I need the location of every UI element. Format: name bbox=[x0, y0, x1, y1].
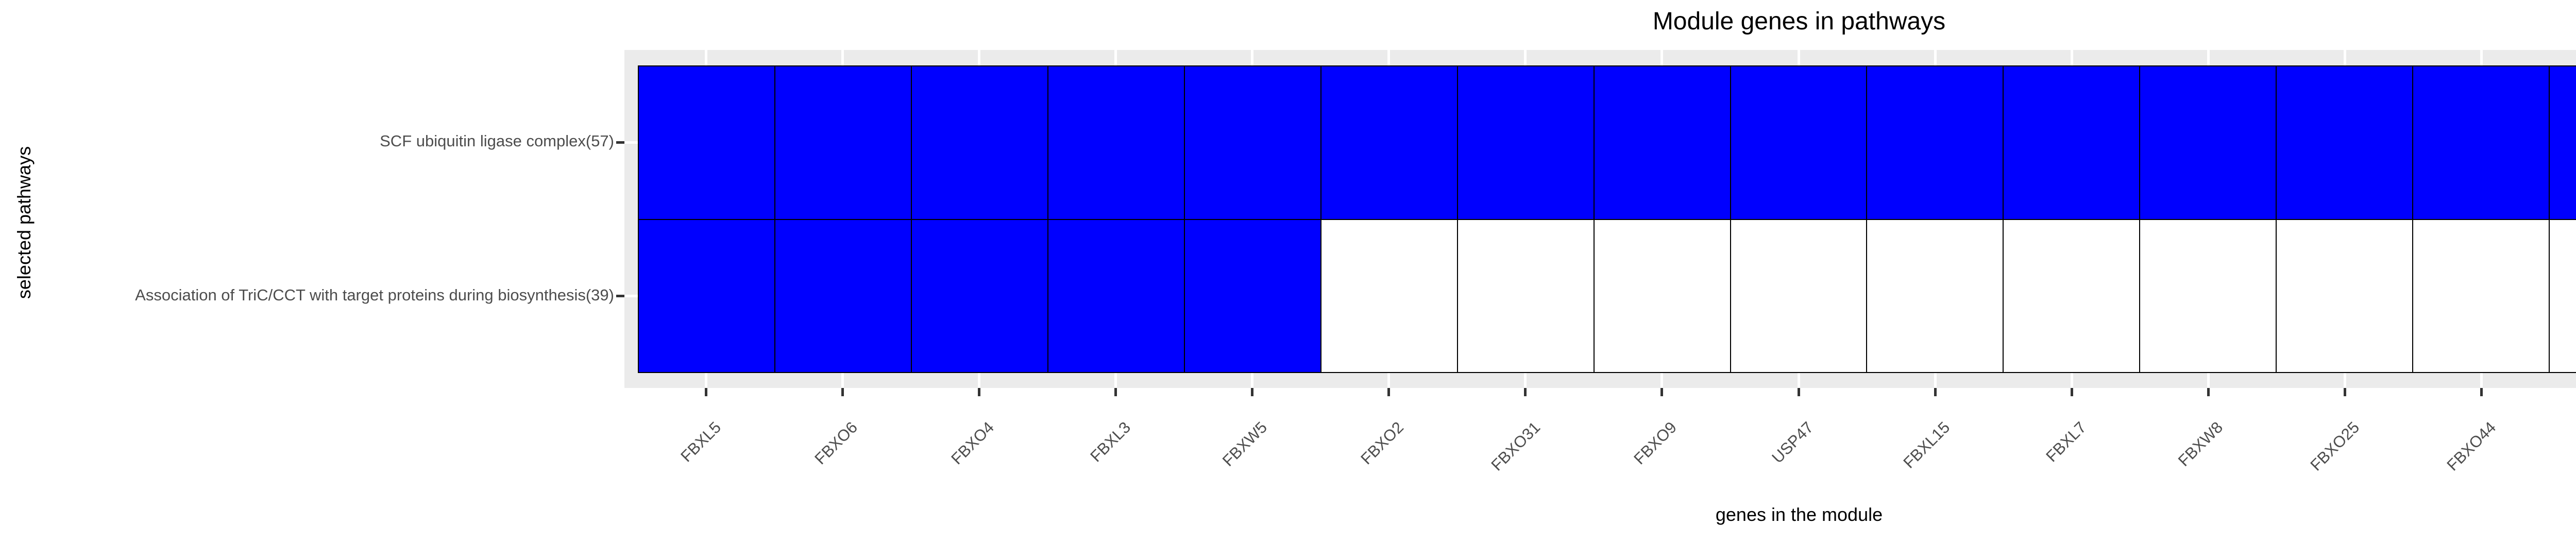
x-axis-tick bbox=[2070, 388, 2073, 396]
x-axis-label: FBXO44 bbox=[2443, 418, 2500, 475]
heatmap-cell bbox=[2413, 219, 2550, 373]
heatmap-cell bbox=[1320, 219, 1458, 373]
heatmap-cell bbox=[638, 219, 775, 373]
heatmap-cell bbox=[1730, 66, 1867, 219]
heatmap-tiles bbox=[638, 65, 2576, 373]
heatmap-cell bbox=[1184, 66, 1321, 219]
x-axis-tick bbox=[2480, 388, 2483, 396]
x-axis-label: FBXO31 bbox=[1487, 418, 1544, 475]
x-axis-label: USP47 bbox=[1768, 418, 1817, 467]
heatmap-cell bbox=[2549, 66, 2576, 219]
x-axis-label: FBXO25 bbox=[2307, 418, 2363, 475]
heatmap-cell bbox=[1457, 219, 1594, 373]
plot-title: Module genes in pathways bbox=[1652, 8, 1946, 35]
heatmap-cell bbox=[911, 219, 1048, 373]
x-axis-tick bbox=[841, 388, 844, 396]
x-axis-tick bbox=[2207, 388, 2210, 396]
x-axis-title: genes in the module bbox=[1715, 504, 1883, 525]
y-axis-label: SCF ubiquitin ligase complex(57) bbox=[380, 132, 614, 150]
heatmap-cell bbox=[2276, 66, 2413, 219]
heatmap-cell bbox=[911, 66, 1048, 219]
heatmap-cell bbox=[1457, 66, 1594, 219]
heatmap-cell bbox=[774, 66, 911, 219]
x-axis-tick bbox=[705, 388, 708, 396]
x-axis-tick bbox=[1387, 388, 1391, 396]
heatmap-cell bbox=[774, 219, 911, 373]
x-axis-tick bbox=[1660, 388, 1664, 396]
heatmap-cell bbox=[1047, 66, 1184, 219]
y-axis-label: Association of TriC/CCT with target prot… bbox=[135, 285, 614, 304]
y-axis-title: selected pathways bbox=[13, 146, 35, 299]
x-axis-tick bbox=[1797, 388, 1800, 396]
y-axis-tick bbox=[616, 141, 624, 144]
heatmap-cell bbox=[1594, 66, 1731, 219]
x-axis-tick bbox=[1114, 388, 1117, 396]
x-axis-tick bbox=[1934, 388, 1937, 396]
heatmap-cell bbox=[1047, 219, 1184, 373]
x-axis-label: FBXL15 bbox=[1900, 418, 1954, 472]
heatmap-cell bbox=[2549, 219, 2576, 373]
heatmap-cell bbox=[1594, 219, 1731, 373]
x-axis-label: FBXW8 bbox=[2175, 418, 2227, 470]
x-axis-label: FBXW5 bbox=[1218, 418, 1271, 470]
x-axis-tick bbox=[1251, 388, 1254, 396]
heatmap-cell bbox=[1184, 219, 1321, 373]
x-axis-tick bbox=[978, 388, 981, 396]
heatmap-cell bbox=[2140, 219, 2277, 373]
x-axis-tick bbox=[1524, 388, 1527, 396]
heatmap-cell bbox=[2413, 66, 2550, 219]
x-axis-label: FBXO6 bbox=[811, 418, 861, 468]
x-axis-label: FBXL7 bbox=[2042, 418, 2090, 466]
heatmap-cell bbox=[1867, 66, 2004, 219]
heatmap-cell bbox=[2276, 219, 2413, 373]
heatmap-cell bbox=[638, 66, 775, 219]
x-axis-label: FBXO4 bbox=[947, 418, 997, 468]
x-axis-label: FBXO2 bbox=[1357, 418, 1408, 468]
heatmap-cell bbox=[1867, 219, 2004, 373]
plot-panel bbox=[624, 50, 2576, 388]
x-axis-tick bbox=[2343, 388, 2346, 396]
heatmap-cell bbox=[2003, 66, 2140, 219]
heatmap-cell bbox=[1730, 219, 1867, 373]
x-axis-label: FBXL3 bbox=[1087, 418, 1134, 466]
heatmap-cell bbox=[2003, 219, 2140, 373]
heatmap-cell bbox=[2140, 66, 2277, 219]
heatmap-cell bbox=[1320, 66, 1458, 219]
y-axis-tick bbox=[616, 295, 624, 298]
x-axis-label: FBXL5 bbox=[677, 418, 724, 466]
x-axis-label: FBXO9 bbox=[1630, 418, 1681, 468]
